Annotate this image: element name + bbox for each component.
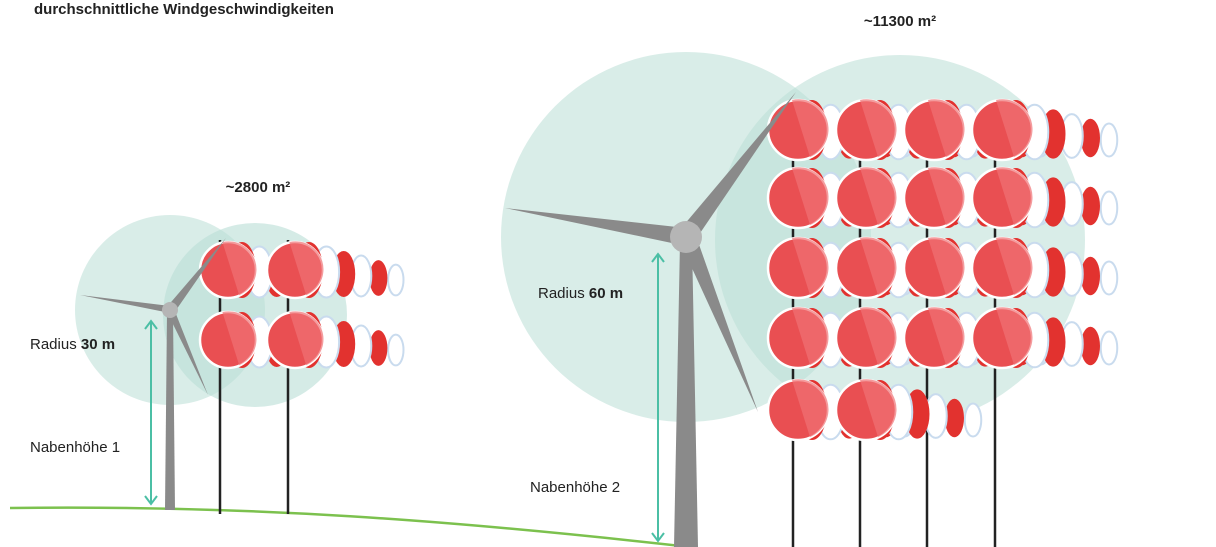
sock-shade [860,237,897,295]
windsock [834,378,983,442]
sock-shade [792,237,829,295]
sock-shade [928,167,965,225]
sock-shade [222,311,257,366]
area-label: ~2800 m² [226,179,291,196]
blade [678,92,796,242]
blade [505,208,686,246]
windsock [970,306,1119,370]
sock-shade [860,167,897,225]
sock-shade [928,237,965,295]
hub-height-label: Nabenhöhe 2 [530,479,620,496]
sock-segment [387,333,405,367]
sock-segment [387,263,405,297]
turbine-small [80,238,226,510]
blade [167,309,208,395]
sock-shade [860,307,897,365]
sock-segment [369,260,388,296]
sock-segment [1080,118,1100,158]
arrow [651,252,665,543]
sock-segment [1080,326,1100,366]
tower [165,312,175,510]
sock-shade [792,379,829,437]
blade [80,295,170,313]
radius-value: 30 m [81,336,115,353]
windsock [970,236,1119,300]
height-arrows [144,252,665,543]
sock-shade [996,237,1033,295]
sock-shade [928,307,965,365]
sock-segment [1080,256,1100,296]
blade [680,236,758,412]
sock-segment [1099,122,1119,158]
sock-segment [963,402,983,438]
windsock [970,166,1119,230]
area-label: ~11300 m² [864,13,936,30]
sock-segment [1099,260,1119,296]
sock-segment [1099,330,1119,366]
windsock [970,98,1119,162]
sock-shade [289,241,324,296]
radius-label: Radius 60 m [538,285,623,302]
sock-shade [792,99,829,157]
sock-shade [289,311,324,366]
sock-shade [996,167,1033,225]
hub [162,302,178,318]
sock-shade [996,99,1033,157]
windsock [265,240,405,300]
sock-shade [928,99,965,157]
sock-segment [1080,186,1100,226]
windsocks [198,98,1119,442]
sock-shade [996,307,1033,365]
radius-value: 60 m [589,285,623,302]
title: durchschnittliche Windgeschwindigkeiten [34,1,334,18]
hub-height-label: Nabenhöhe 1 [30,439,120,456]
sock-segment [1099,190,1119,226]
sock-shade [792,167,829,225]
blade [166,238,226,313]
radius-text: Radius [30,336,77,353]
sock-shade [860,379,897,437]
sock-segment [369,330,388,366]
sock-shade [792,307,829,365]
sock-shade [222,241,257,296]
ground [9,506,691,547]
radius-label: Radius 30 m [30,336,115,353]
windsock [265,310,405,370]
turbine-large [505,92,796,547]
sock-segment [944,398,965,438]
tower [674,242,698,547]
hub [670,221,702,253]
sock-shade [860,99,897,157]
arrow [144,319,158,506]
radius-text: Radius [538,285,585,302]
